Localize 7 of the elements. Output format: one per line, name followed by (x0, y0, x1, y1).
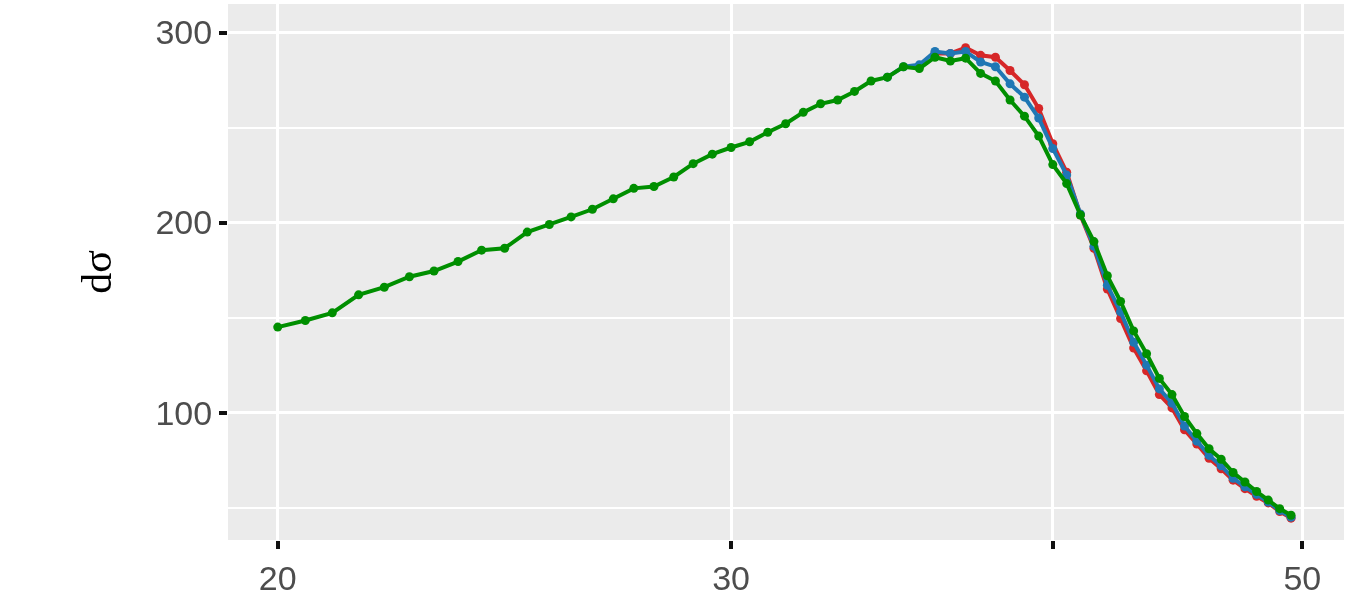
x-tick-label: 50 (1283, 558, 1322, 597)
x-tick-label: 20 (258, 558, 297, 597)
y-tick-label: 100 (155, 393, 213, 432)
x-tick-label: 30 (712, 558, 751, 597)
y-tick-label: 300 (155, 13, 213, 52)
y-axis-title: dσ (74, 250, 121, 294)
y-tick-label: 200 (155, 203, 213, 242)
